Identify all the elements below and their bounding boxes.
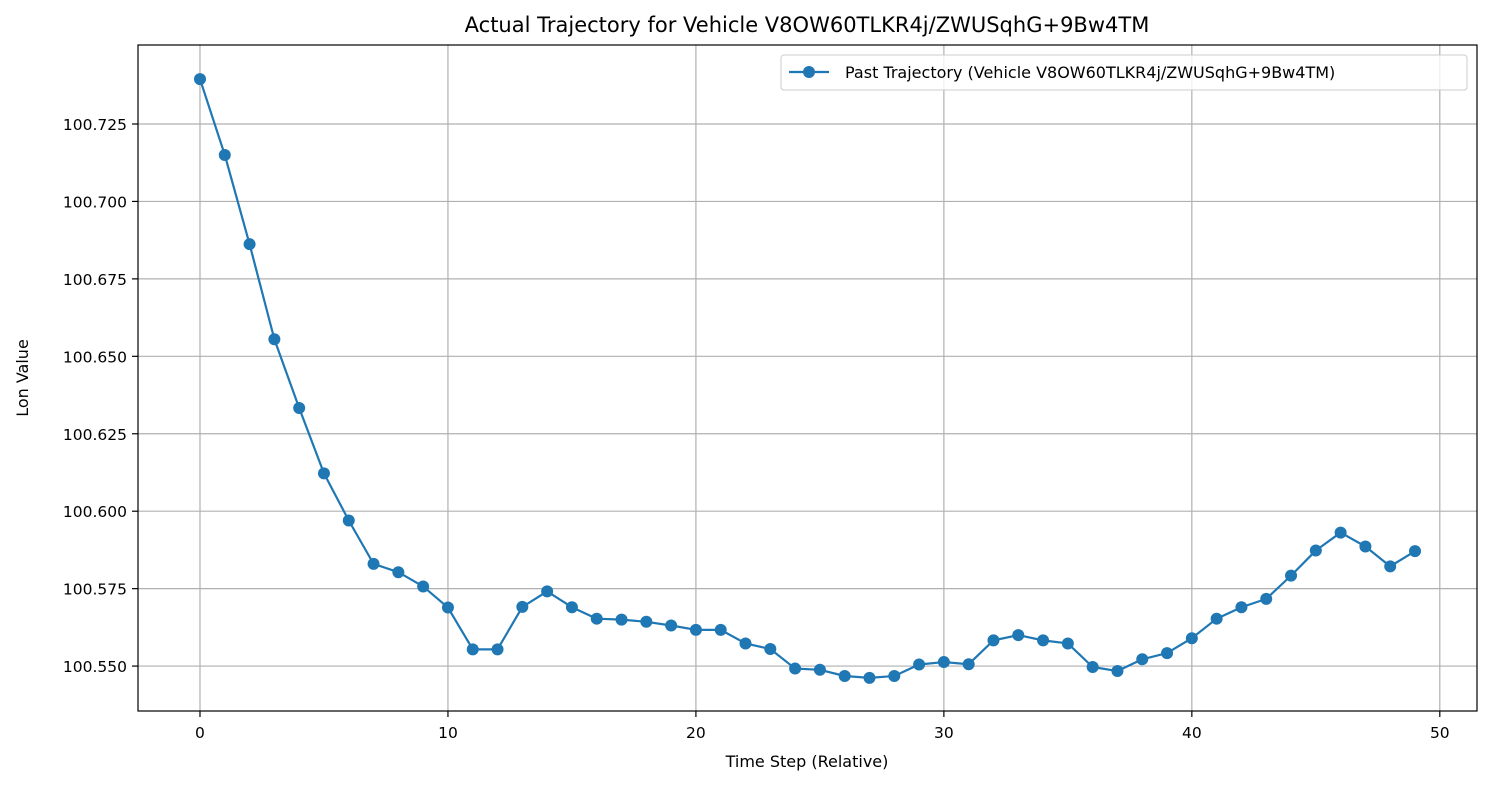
- y-tick-label: 100.700: [63, 193, 127, 211]
- data-point: [1061, 637, 1074, 650]
- y-tick-label: 100.550: [63, 658, 127, 676]
- chart-title: Actual Trajectory for Vehicle V8OW60TLKR…: [465, 13, 1150, 37]
- data-point: [590, 612, 603, 625]
- data-point: [491, 643, 504, 656]
- y-axis: 100.550 100.575 100.600 100.625 100.650 100.6…: [63, 116, 138, 676]
- x-tick-label: 10: [438, 724, 458, 742]
- series-group: [193, 73, 1422, 684]
- data-point: [1037, 634, 1050, 647]
- data-point: [1210, 612, 1223, 625]
- data-point: [863, 671, 876, 684]
- data-point: [813, 663, 826, 676]
- data-point: [1086, 661, 1099, 674]
- data-point: [739, 637, 752, 650]
- data-point: [565, 601, 578, 614]
- data-point: [764, 643, 777, 656]
- data-point: [1359, 540, 1372, 553]
- x-tick-label: 20: [686, 724, 706, 742]
- data-point: [689, 623, 702, 636]
- data-point: [937, 656, 950, 669]
- data-point: [1185, 632, 1198, 645]
- x-tick-label: 30: [934, 724, 954, 742]
- x-tick-label: 50: [1430, 724, 1450, 742]
- data-point: [913, 658, 926, 671]
- x-axis-label: Time Step (Relative): [725, 752, 889, 771]
- data-point: [987, 634, 1000, 647]
- data-point: [1012, 629, 1025, 642]
- legend: Past Trajectory (Vehicle V8OW60TLKR4j/ZW…: [780, 54, 1468, 91]
- data-point: [1384, 560, 1397, 573]
- y-tick-label: 100.650: [63, 348, 127, 366]
- data-point: [789, 662, 802, 675]
- y-tick-label: 100.575: [63, 581, 127, 599]
- data-point: [1409, 545, 1422, 558]
- data-point: [342, 514, 355, 527]
- y-axis-label: Lon Value: [13, 339, 32, 417]
- data-point: [317, 467, 330, 480]
- grid: [138, 45, 1477, 711]
- data-point: [888, 669, 901, 682]
- x-axis: 0 10 20 30 40 50: [195, 711, 1450, 742]
- data-point: [1260, 592, 1273, 605]
- data-point: [417, 580, 430, 593]
- data-point: [665, 619, 678, 632]
- y-tick-label: 100.725: [63, 116, 127, 134]
- data-point: [1235, 601, 1248, 614]
- data-point: [293, 402, 306, 415]
- data-point: [1111, 665, 1124, 678]
- data-point: [1285, 569, 1298, 582]
- data-point: [193, 73, 206, 86]
- data-point: [466, 643, 479, 656]
- data-point: [441, 601, 454, 614]
- x-tick-label: 0: [195, 724, 205, 742]
- y-tick-label: 100.600: [63, 503, 127, 521]
- data-point: [541, 585, 554, 598]
- legend-marker-sample: [803, 66, 815, 78]
- legend-box: [780, 54, 1468, 91]
- data-point: [640, 615, 653, 628]
- legend-entry-label: Past Trajectory (Vehicle V8OW60TLKR4j/ZW…: [845, 63, 1335, 82]
- data-point: [1161, 647, 1174, 660]
- x-tick-label: 40: [1182, 724, 1202, 742]
- data-point: [243, 238, 256, 251]
- data-point: [1309, 544, 1322, 557]
- data-point: [838, 669, 851, 682]
- plot-frame: [137, 44, 1478, 712]
- data-point: [615, 613, 628, 626]
- data-point: [367, 557, 380, 570]
- data-point: [1136, 653, 1149, 666]
- data-point: [516, 600, 529, 613]
- data-point: [962, 658, 975, 671]
- data-point: [714, 623, 727, 636]
- data-point: [218, 148, 231, 161]
- y-tick-label: 100.625: [63, 426, 127, 444]
- data-point: [268, 333, 281, 346]
- y-tick-label: 100.675: [63, 271, 127, 289]
- data-point: [1334, 526, 1347, 539]
- data-point: [392, 566, 405, 579]
